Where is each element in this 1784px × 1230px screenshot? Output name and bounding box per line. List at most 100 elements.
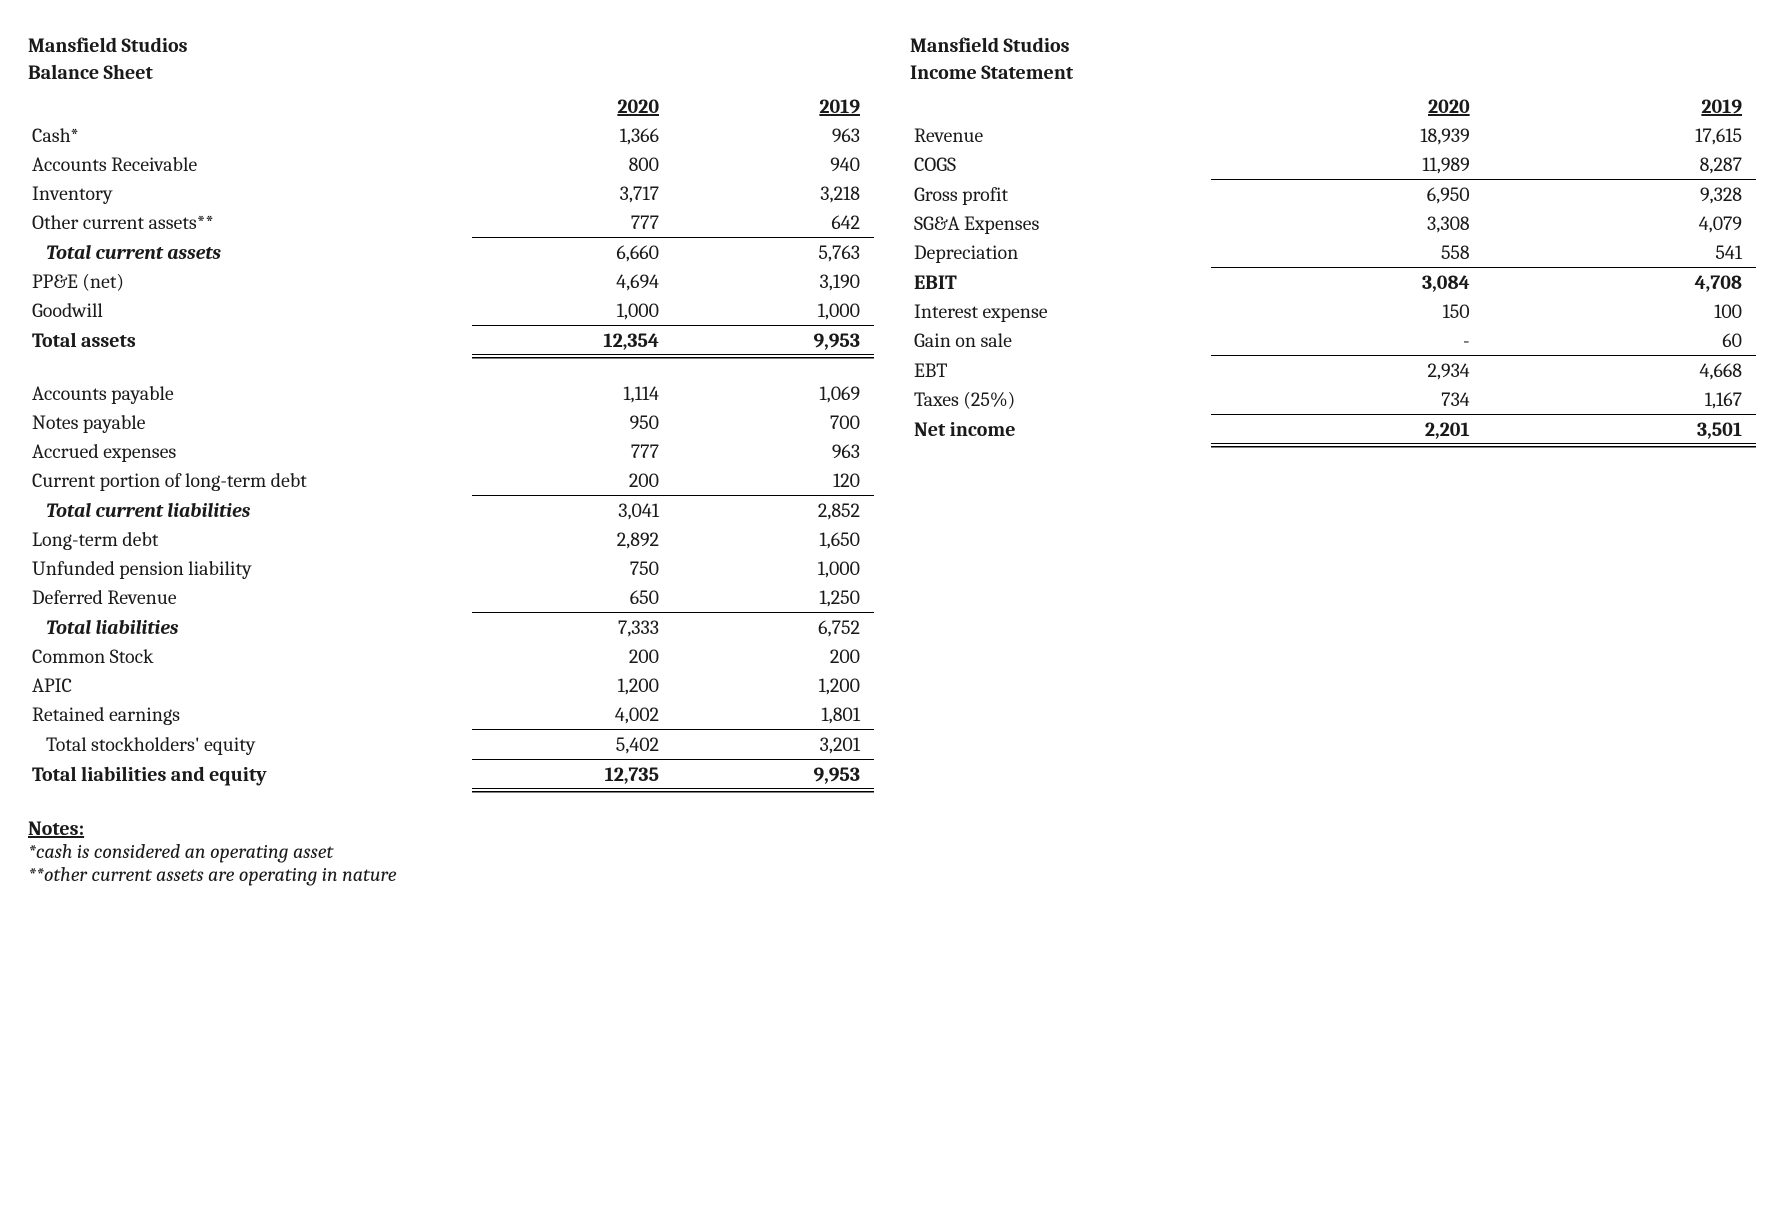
bs-label: Accounts Receivable bbox=[28, 150, 472, 179]
is-val-y2: 100 bbox=[1484, 297, 1756, 326]
bs-val-y2: 3,218 bbox=[673, 179, 874, 208]
bs-row: Goodwill1,0001,000 bbox=[28, 296, 874, 326]
bs-row: Inventory3,7173,218 bbox=[28, 179, 874, 208]
is-label: Gross profit bbox=[910, 180, 1211, 210]
is-label: Depreciation bbox=[910, 238, 1211, 268]
is-val-y2: 4,668 bbox=[1484, 356, 1756, 386]
bs-label: Total current liabilities bbox=[28, 496, 472, 526]
is-val-y1: 11,989 bbox=[1211, 150, 1483, 180]
notes-heading: Notes: bbox=[28, 817, 1756, 840]
bs-row: Total assets12,3549,953 bbox=[28, 326, 874, 355]
is-row: SG&A Expenses3,3084,079 bbox=[910, 209, 1756, 238]
is-hdr-blank bbox=[910, 92, 1211, 121]
bs-title-company: Mansfield Studios bbox=[28, 32, 874, 59]
bs-row: Retained earnings4,0021,801 bbox=[28, 700, 874, 730]
bs-row: PP&E (net)4,6943,190 bbox=[28, 267, 874, 296]
bs-val-y1: 200 bbox=[472, 466, 673, 496]
bs-val-y1: 4,002 bbox=[472, 700, 673, 730]
bs-label: Total current assets bbox=[28, 238, 472, 268]
is-label: SG&A Expenses bbox=[910, 209, 1211, 238]
bs-row: Total current assets6,6605,763 bbox=[28, 238, 874, 268]
bs-val-y2: 1,000 bbox=[673, 554, 874, 583]
bs-label: Total stockholders' equity bbox=[28, 730, 472, 760]
is-val-y1: 3,308 bbox=[1211, 209, 1483, 238]
is-val-y1: 6,950 bbox=[1211, 180, 1483, 210]
financial-statements: Mansfield Studios Balance Sheet 20202019… bbox=[28, 32, 1756, 789]
bs-label: Cash* bbox=[28, 121, 472, 150]
bs-val-y2: 6,752 bbox=[673, 613, 874, 643]
is-row: Taxes (25%)7341,167 bbox=[910, 385, 1756, 415]
bs-label: Goodwill bbox=[28, 296, 472, 326]
bs-val-y2: 1,069 bbox=[673, 379, 874, 408]
bs-val-y1: 800 bbox=[472, 150, 673, 179]
bs-val-y2: 9,953 bbox=[673, 326, 874, 355]
is-val-y1: 734 bbox=[1211, 385, 1483, 415]
is-title-report: Income Statement bbox=[910, 59, 1756, 86]
is-val-y1: 18,939 bbox=[1211, 121, 1483, 150]
bs-val-y1: 12,354 bbox=[472, 326, 673, 355]
is-row: Gain on sale-60 bbox=[910, 326, 1756, 356]
is-label: Interest expense bbox=[910, 297, 1211, 326]
bs-row: Accounts Receivable800940 bbox=[28, 150, 874, 179]
bs-val-y1: 12,735 bbox=[472, 760, 673, 789]
bs-label: Notes payable bbox=[28, 408, 472, 437]
bs-row: Total liabilities7,3336,752 bbox=[28, 613, 874, 643]
bs-val-y2: 700 bbox=[673, 408, 874, 437]
bs-label: Accrued expenses bbox=[28, 437, 472, 466]
bs-val-y1: 6,660 bbox=[472, 238, 673, 268]
bs-row bbox=[28, 355, 874, 380]
bs-label: Deferred Revenue bbox=[28, 583, 472, 613]
bs-row: Unfunded pension liability7501,000 bbox=[28, 554, 874, 583]
bs-row: Other current assets**777642 bbox=[28, 208, 874, 238]
is-label: Taxes (25%) bbox=[910, 385, 1211, 415]
income-statement-panel: Mansfield Studios Income Statement 20202… bbox=[910, 32, 1756, 789]
bs-val-y1: 1,200 bbox=[472, 671, 673, 700]
bs-val-y2: 963 bbox=[673, 437, 874, 466]
bs-label: Total liabilities and equity bbox=[28, 760, 472, 789]
bs-row: Total stockholders' equity5,4023,201 bbox=[28, 730, 874, 760]
notes-line-2: **other current assets are operating in … bbox=[28, 863, 1756, 886]
is-row: COGS11,9898,287 bbox=[910, 150, 1756, 180]
bs-label: Unfunded pension liability bbox=[28, 554, 472, 583]
bs-val-y2: 2,852 bbox=[673, 496, 874, 526]
is-hdr-y1: 2020 bbox=[1211, 92, 1483, 121]
bs-label: Total liabilities bbox=[28, 613, 472, 643]
bs-val-y1: 1,000 bbox=[472, 296, 673, 326]
bs-row: Current portion of long-term debt200120 bbox=[28, 466, 874, 496]
is-val-y1: - bbox=[1211, 326, 1483, 356]
bs-row: Long-term debt2,8921,650 bbox=[28, 525, 874, 554]
bs-val-y1: 1,366 bbox=[472, 121, 673, 150]
notes-block: Notes: *cash is considered an operating … bbox=[28, 817, 1756, 886]
bs-val-y1: 3,717 bbox=[472, 179, 673, 208]
bs-row: Notes payable950700 bbox=[28, 408, 874, 437]
bs-row: Accrued expenses777963 bbox=[28, 437, 874, 466]
is-val-y2: 1,167 bbox=[1484, 385, 1756, 415]
bs-val-y2: 120 bbox=[673, 466, 874, 496]
is-label: Net income bbox=[910, 415, 1211, 444]
is-row: Net income2,2013,501 bbox=[910, 415, 1756, 444]
bs-label: Retained earnings bbox=[28, 700, 472, 730]
bs-val-y2: 940 bbox=[673, 150, 874, 179]
is-val-y1: 2,934 bbox=[1211, 356, 1483, 386]
bs-val-y2: 1,650 bbox=[673, 525, 874, 554]
bs-row: Common Stock200200 bbox=[28, 642, 874, 671]
bs-val-y2: 200 bbox=[673, 642, 874, 671]
bs-label: Inventory bbox=[28, 179, 472, 208]
balance-sheet-table: 20202019Cash*1,366963Accounts Receivable… bbox=[28, 92, 874, 789]
is-row: Depreciation558541 bbox=[910, 238, 1756, 268]
bs-row: Total current liabilities3,0412,852 bbox=[28, 496, 874, 526]
bs-val-y2: 3,190 bbox=[673, 267, 874, 296]
is-row: Interest expense150100 bbox=[910, 297, 1756, 326]
bs-hdr-blank bbox=[28, 92, 472, 121]
bs-val-y2: 642 bbox=[673, 208, 874, 238]
bs-val-y1: 1,114 bbox=[472, 379, 673, 408]
is-label: EBIT bbox=[910, 268, 1211, 298]
bs-label: Total assets bbox=[28, 326, 472, 355]
bs-val-y1: 7,333 bbox=[472, 613, 673, 643]
bs-val-y1: 200 bbox=[472, 642, 673, 671]
is-hdr-y2: 2019 bbox=[1484, 92, 1756, 121]
bs-val-y2: 3,201 bbox=[673, 730, 874, 760]
bs-val-y2: 1,200 bbox=[673, 671, 874, 700]
bs-label: PP&E (net) bbox=[28, 267, 472, 296]
bs-val-y1: 750 bbox=[472, 554, 673, 583]
